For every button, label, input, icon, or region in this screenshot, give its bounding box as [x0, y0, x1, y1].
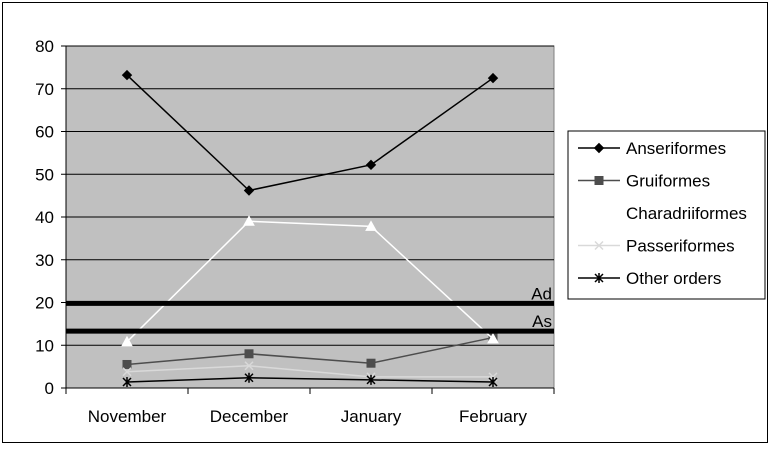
data-point — [244, 361, 254, 371]
y-tick-label: 0 — [45, 379, 54, 398]
data-point — [366, 358, 376, 368]
data-point — [244, 349, 254, 359]
legend: Anseriformes Gruiformes Charadriiformes Pas… — [567, 130, 766, 300]
x-tick-label: November — [88, 407, 167, 426]
data-point — [122, 359, 132, 369]
y-tick-label: 30 — [35, 251, 54, 270]
data-point — [243, 215, 255, 226]
y-tick-label: 10 — [35, 336, 54, 355]
series-line-anseriformes — [126, 74, 494, 192]
legend-marker — [593, 142, 605, 154]
data-point — [487, 332, 499, 344]
chart-frame: 0 10 20 30 40 50 60 70 80 November December January… — [2, 2, 768, 443]
reference-line-label: Ad — [531, 284, 552, 303]
y-tick-label: 60 — [35, 123, 54, 142]
data-point — [487, 72, 499, 84]
data-point — [365, 220, 377, 231]
data-point — [365, 159, 377, 171]
series-line-gruiformes — [126, 336, 494, 366]
data-point — [121, 335, 133, 347]
data-point — [243, 185, 255, 196]
series-line-charadriiformes — [126, 220, 494, 343]
data-point — [122, 377, 132, 388]
legend-marker — [594, 273, 604, 283]
y-tick-label: 20 — [35, 294, 54, 313]
x-tick-label: December — [210, 407, 289, 426]
legend-label: Other orders — [626, 269, 721, 288]
x-tick-label: February — [459, 407, 528, 426]
series-line-passeriformes — [126, 365, 493, 378]
data-point — [122, 367, 132, 377]
x-tick-label: January — [341, 407, 402, 426]
data-point — [366, 374, 376, 385]
legend-marker — [594, 176, 604, 185]
y-tick-label: 70 — [35, 80, 54, 99]
legend-label: Gruiformes — [626, 172, 710, 191]
y-tick-label: 80 — [35, 37, 54, 56]
legend-label: Charadriiformes — [626, 204, 747, 223]
plot-area: 0 10 20 30 40 50 60 70 80 November December January… — [35, 37, 555, 426]
legend-label: Passeriformes — [626, 237, 735, 256]
legend-marker — [594, 240, 604, 251]
y-tick-label: 40 — [35, 208, 54, 227]
series-line-other-orders — [126, 376, 494, 383]
y-tick-label: 50 — [35, 165, 54, 184]
legend-marker — [593, 206, 605, 218]
data-point — [121, 69, 133, 81]
data-point — [488, 377, 498, 388]
line-chart: 0 10 20 30 40 50 60 70 80 November December January… — [35, 37, 766, 426]
legend-label: Anseriformes — [626, 139, 726, 158]
reference-line-label: As — [532, 312, 552, 331]
data-point — [244, 372, 254, 383]
